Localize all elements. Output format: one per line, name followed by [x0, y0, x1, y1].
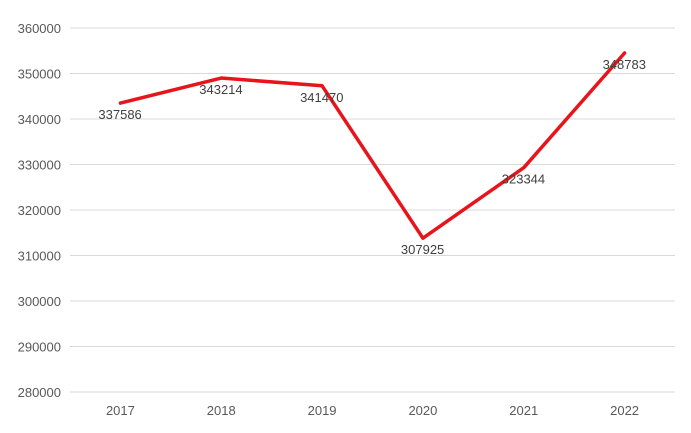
y-axis-tick-labels: 280000 290000 300000 310000 320000 330000 3400… [18, 21, 61, 400]
data-label: 307925 [401, 242, 444, 257]
data-label: 343214 [199, 82, 242, 97]
data-point [118, 101, 122, 105]
y-tick-label: 290000 [18, 340, 61, 355]
y-tick-label: 300000 [18, 294, 61, 309]
data-labels: 337586 343214 341470 307925 323344 348783 [98, 57, 646, 257]
data-point [522, 166, 526, 170]
data-label: 337586 [98, 107, 141, 122]
y-tick-label: 310000 [18, 249, 61, 264]
x-tick-label: 2019 [308, 403, 337, 418]
x-tick-label: 2021 [509, 403, 538, 418]
y-tick-label: 320000 [18, 203, 61, 218]
x-tick-label: 2017 [106, 403, 135, 418]
data-label: 323344 [502, 172, 545, 187]
y-tick-label: 280000 [18, 385, 61, 400]
x-axis-tick-labels: 2017 2018 2019 2020 2021 2022 [106, 403, 639, 418]
x-tick-label: 2022 [610, 403, 639, 418]
y-tick-label: 350000 [18, 67, 61, 82]
data-point [623, 51, 627, 55]
series-group [118, 51, 627, 240]
data-point [219, 76, 223, 80]
x-tick-label: 2018 [207, 403, 236, 418]
series-line [118, 51, 627, 240]
y-tick-label: 340000 [18, 112, 61, 127]
x-tick-label: 2020 [408, 403, 437, 418]
data-label: 341470 [300, 90, 343, 105]
y-tick-label: 330000 [18, 158, 61, 173]
gridlines [70, 27, 675, 393]
y-tick-label: 360000 [18, 21, 61, 36]
data-point [320, 84, 324, 88]
data-point [421, 236, 425, 240]
data-label: 348783 [603, 57, 646, 72]
